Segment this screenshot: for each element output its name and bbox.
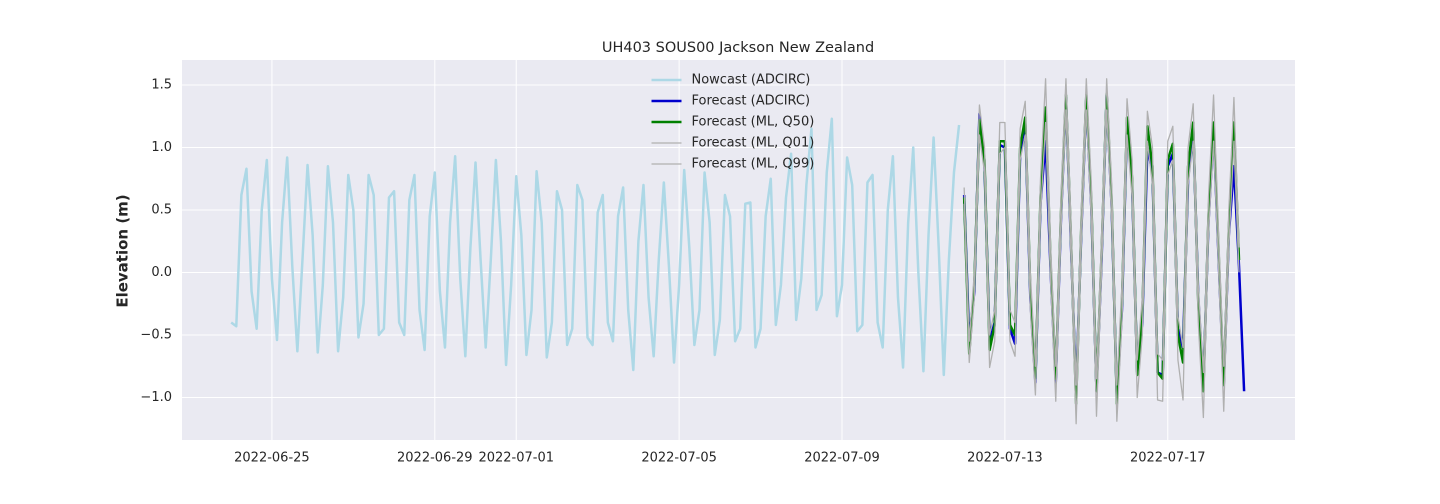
x-tick-label: 2022-07-05 <box>641 451 717 466</box>
series-line <box>963 109 1240 425</box>
x-tick-label: 2022-07-01 <box>478 451 554 466</box>
legend: Nowcast (ADCIRC) Forecast (ADCIRC) Forecas… <box>651 73 815 172</box>
x-tick-label: 2022-07-17 <box>1130 451 1206 466</box>
x-tick-label: 2022-06-29 <box>397 451 473 466</box>
y-tick-label: 1.0 <box>151 140 172 155</box>
legend-label: Forecast (ML, Q99) <box>692 157 815 172</box>
legend-label: Forecast (ML, Q50) <box>692 115 815 130</box>
plot-background <box>182 60 1295 440</box>
chart-title: UH403 SOUS00 Jackson New Zealand <box>602 40 874 56</box>
y-tick-label: −0.5 <box>140 328 172 343</box>
y-tick-label: 1.5 <box>151 78 172 93</box>
y-tick-label: −1.0 <box>140 390 172 405</box>
series-line <box>963 78 1240 386</box>
x-tick-label: 2022-07-13 <box>967 451 1043 466</box>
series-line <box>230 117 961 377</box>
x-tick-label: 2022-07-09 <box>804 451 880 466</box>
y-tick-label: 0.0 <box>151 265 172 280</box>
legend-label: Forecast (ML, Q01) <box>692 136 815 151</box>
legend-label: Nowcast (ADCIRC) <box>692 73 811 88</box>
y-axis-label: Elevation (m) <box>114 194 132 307</box>
x-tick-label: 2022-06-25 <box>234 451 310 466</box>
y-tick-label: 0.5 <box>151 203 172 218</box>
legend-label: Forecast (ADCIRC) <box>692 94 811 109</box>
